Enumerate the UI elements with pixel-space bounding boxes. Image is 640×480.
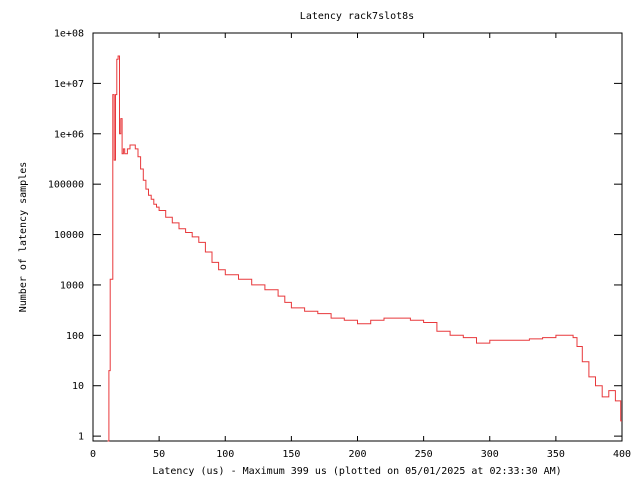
y-axis-label: Number of latency samples (18, 162, 29, 313)
x-tick-label: 0 (90, 449, 96, 460)
x-axis-label: Latency (us) - Maximum 399 us (plotted o… (152, 466, 561, 477)
x-tick-label: 50 (153, 449, 165, 460)
y-tick-label: 100 (66, 331, 84, 342)
plot-frame (92, 32, 623, 442)
x-tick-label: 200 (348, 449, 366, 460)
y-tick-label: 10000 (54, 230, 84, 241)
x-tick-label: 300 (481, 449, 499, 460)
y-tick-label: 100000 (48, 180, 84, 191)
y-tick-label: 10 (72, 381, 84, 392)
x-tick-label: 250 (415, 449, 433, 460)
y-tick-label: 1 (78, 432, 84, 443)
y-tick-label: 1e+06 (54, 129, 84, 140)
x-tick-label: 100 (216, 449, 234, 460)
x-tick-label: 400 (613, 449, 631, 460)
y-tick-label: 1e+08 (54, 29, 84, 40)
y-tick-label: 1000 (60, 280, 84, 291)
y-tick-label: 1e+07 (54, 79, 84, 90)
x-tick-label: 350 (547, 449, 565, 460)
x-tick-label: 150 (282, 449, 300, 460)
chart-title: Latency rack7slot8s (300, 11, 414, 22)
series-line (107, 55, 622, 442)
